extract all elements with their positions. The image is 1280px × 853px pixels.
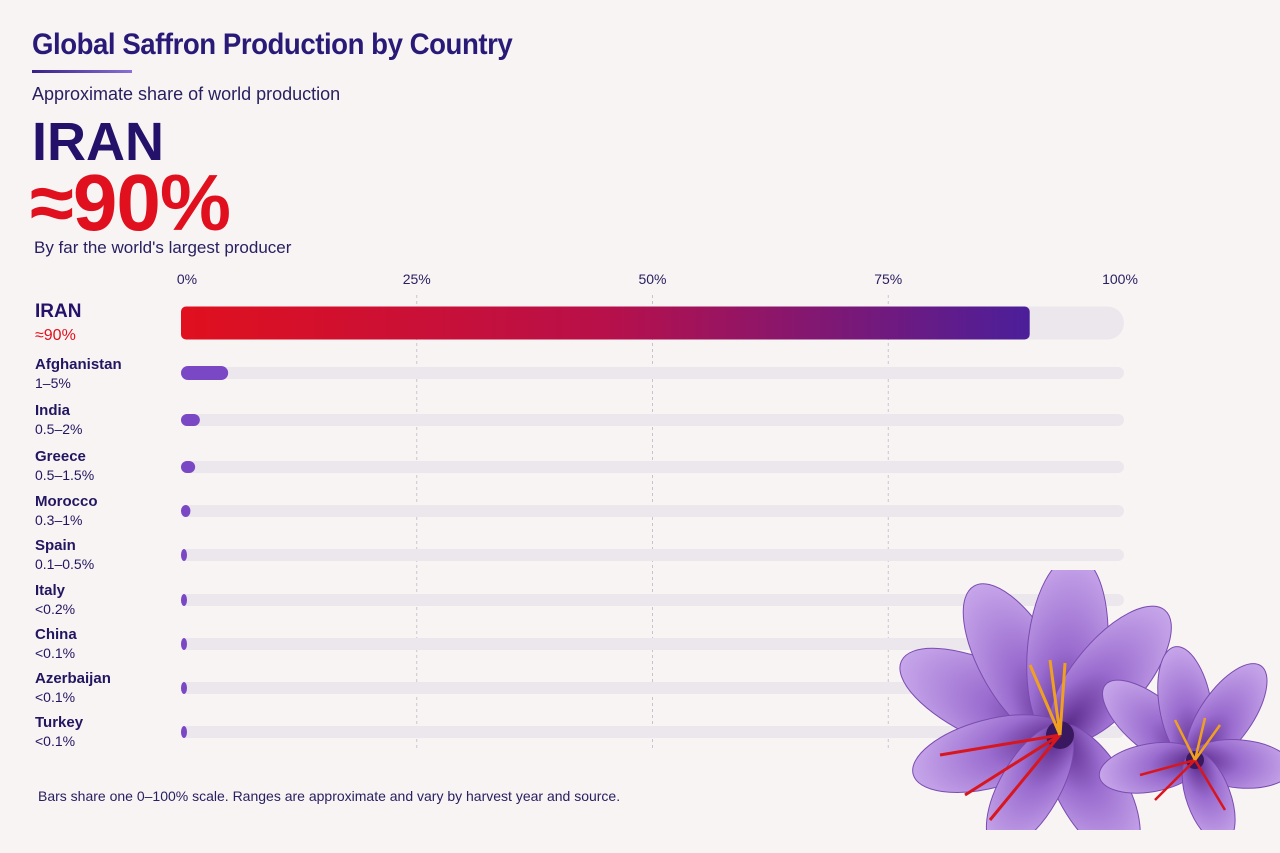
bar-track (181, 682, 1124, 694)
value-label: <0.1% (35, 733, 75, 749)
footnote: Bars share one 0–100% scale. Ranges are … (38, 788, 621, 804)
bar (181, 726, 187, 738)
value-label: 1–5% (35, 375, 71, 391)
bar-track (181, 726, 1124, 738)
chart-subtitle: Approximate share of world production (32, 84, 341, 104)
chart-title: Global Saffron Production by Country (32, 28, 513, 61)
category-label: Morocco (35, 493, 98, 510)
bar (181, 594, 187, 606)
category-label: Azerbaijan (35, 670, 111, 687)
value-label: ≈90% (35, 327, 76, 344)
category-label: IRAN (35, 301, 81, 322)
bar (181, 549, 187, 561)
value-label: 0.5–1.5% (35, 467, 94, 483)
value-label: <0.2% (35, 601, 75, 617)
value-label: 0.1–0.5% (35, 556, 94, 572)
bar-track (181, 414, 1124, 426)
highlight-note: By far the world's largest producer (34, 238, 292, 257)
x-tick-label: 50% (638, 271, 666, 287)
x-tick-label: 100% (1102, 271, 1138, 287)
bar (181, 505, 191, 517)
bar-track (181, 505, 1124, 517)
x-tick-label: 25% (403, 271, 431, 287)
value-label: <0.1% (35, 645, 75, 661)
bar-track (181, 594, 1124, 606)
category-label: Greece (35, 448, 86, 465)
bar (181, 306, 1030, 340)
bar-track (181, 461, 1124, 473)
category-label: Italy (35, 582, 66, 599)
highlight-country: IRAN (32, 112, 164, 172)
x-tick-label: 75% (874, 271, 902, 287)
category-label: Turkey (35, 714, 84, 731)
saffron-flower-illustration (899, 570, 1280, 830)
highlight-value: ≈90% (30, 158, 231, 247)
value-label: <0.1% (35, 689, 75, 705)
bar (181, 638, 187, 650)
bar (181, 414, 200, 426)
x-tick-label: 0% (177, 271, 197, 287)
category-label: Afghanistan (35, 356, 122, 373)
bar-track (181, 638, 1124, 650)
bar-track (181, 367, 1124, 379)
category-label: India (35, 402, 71, 419)
bar (181, 366, 229, 380)
category-label: China (35, 626, 77, 643)
title-underline (32, 70, 132, 73)
value-label: 0.5–2% (35, 421, 82, 437)
bar-track (181, 549, 1124, 561)
value-label: 0.3–1% (35, 512, 82, 528)
category-label: Spain (35, 537, 76, 554)
bar (181, 682, 187, 694)
bar (181, 461, 196, 473)
